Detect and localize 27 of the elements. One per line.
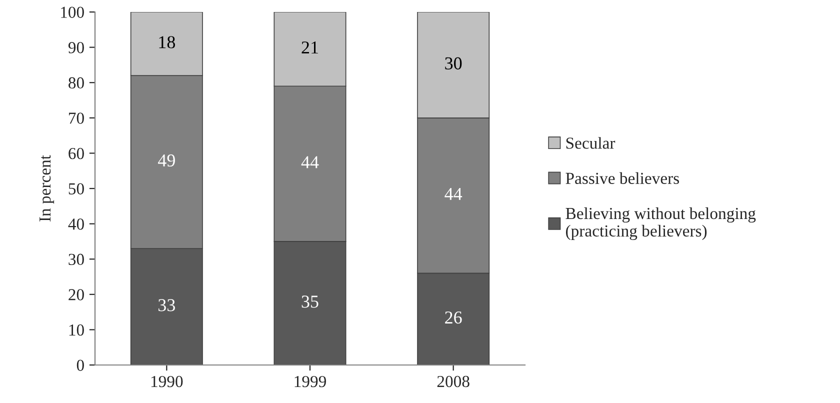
y-tick-label: 20 xyxy=(68,289,84,300)
y-tick-label: 40 xyxy=(68,218,84,230)
data-label: 18 xyxy=(159,36,176,48)
data-label: 35 xyxy=(302,296,318,308)
x-tick-label: 2008 xyxy=(437,376,470,388)
y-tick-label: 70 xyxy=(69,112,84,124)
data-label: 33 xyxy=(158,299,175,312)
legend-label: Passive believers xyxy=(566,172,679,184)
y-tick-label: 80 xyxy=(68,77,84,89)
data-label: 26 xyxy=(445,311,462,324)
y-tick-label: 60 xyxy=(68,148,84,160)
y-tick-label: 0 xyxy=(76,360,84,371)
y-tick-label: 30 xyxy=(68,254,84,266)
y-tick-label: 90 xyxy=(68,42,84,54)
data-label: 30 xyxy=(445,57,462,70)
y-axis-title: In percent xyxy=(40,155,54,222)
y-tick-label: 100 xyxy=(61,6,84,18)
data-label: 44 xyxy=(444,188,462,200)
legend-label: Secular xyxy=(566,137,616,149)
data-label: 49 xyxy=(158,154,175,167)
y-tick-label: 10 xyxy=(69,324,84,336)
y-tick-label: 50 xyxy=(68,183,84,194)
x-tick-label: 1999 xyxy=(294,376,326,388)
x-tick-label: 1990 xyxy=(151,376,183,388)
data-label: 44 xyxy=(301,156,319,168)
legend-label: Believing without belonging (practicing believers) xyxy=(566,207,756,240)
data-label: 21 xyxy=(302,41,318,54)
